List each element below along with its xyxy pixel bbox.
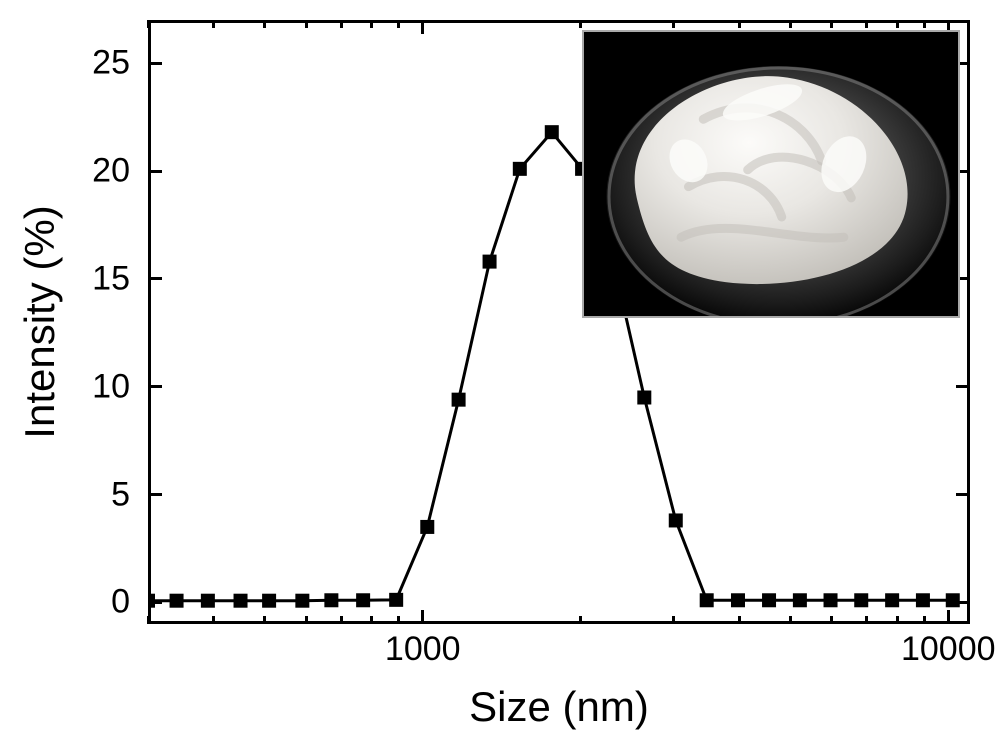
series-marker [357, 594, 370, 607]
x-axis-title: Size (nm) [469, 683, 649, 731]
series-marker [325, 594, 338, 607]
x-tick-label: 10000 [901, 630, 996, 669]
series-marker [855, 594, 868, 607]
y-tick-label: 0 [111, 583, 130, 622]
series-marker [793, 594, 806, 607]
series-marker [669, 514, 682, 527]
x-tick-label: 1000 [385, 630, 461, 669]
figure-root: Intensity (%) Size (nm) 1000 10000 0 5 10 15 2… [0, 0, 1000, 745]
series-marker [545, 126, 558, 139]
series-marker [234, 594, 247, 607]
series-marker [148, 594, 155, 607]
series-marker [170, 594, 183, 607]
series-marker [946, 594, 959, 607]
series-marker [513, 162, 526, 175]
series-marker [452, 393, 465, 406]
series-marker [296, 594, 309, 607]
series-marker [700, 594, 713, 607]
series-marker [638, 391, 651, 404]
y-tick-label: 20 [92, 152, 130, 191]
series-marker [916, 594, 929, 607]
y-tick-label: 25 [92, 44, 130, 83]
series-marker [421, 520, 434, 533]
series-marker [824, 594, 837, 607]
y-tick-label: 15 [92, 259, 130, 298]
series-marker [483, 255, 496, 268]
series-marker [390, 593, 403, 606]
series-marker [731, 594, 744, 607]
y-tick-label: 5 [111, 475, 130, 514]
y-tick-label: 10 [92, 367, 130, 406]
series-marker [763, 594, 776, 607]
inset-photo [582, 30, 960, 318]
y-axis-title: Intensity (%) [16, 205, 64, 438]
series-marker [201, 594, 214, 607]
series-marker [263, 594, 276, 607]
series-marker [886, 594, 899, 607]
inset-svg [584, 32, 958, 316]
